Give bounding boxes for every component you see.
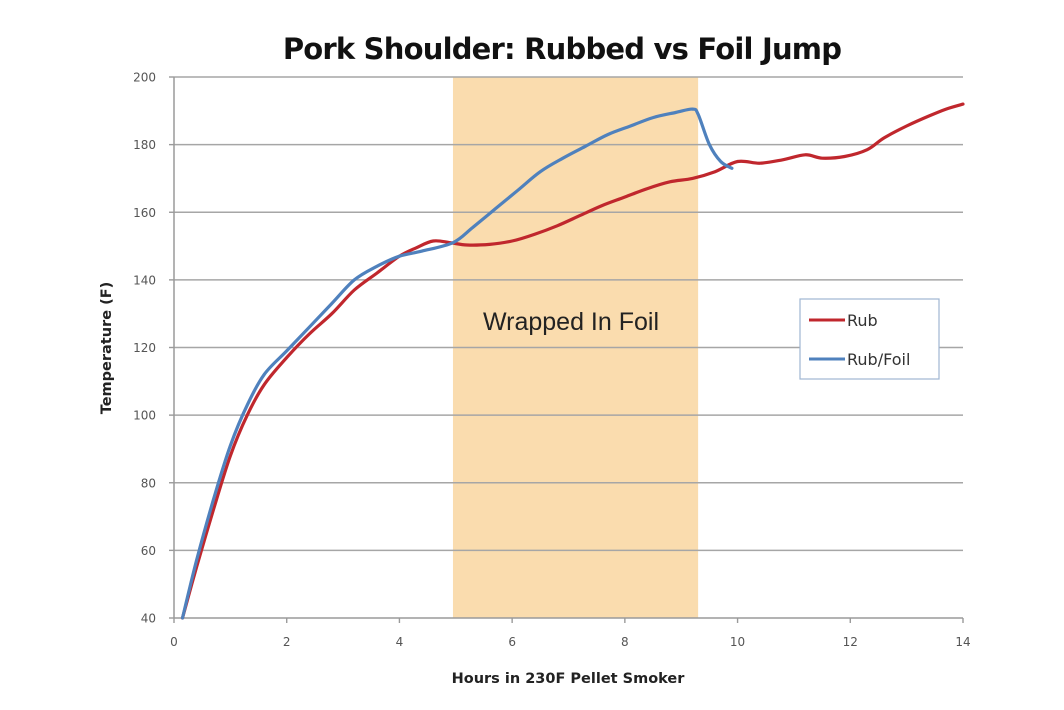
chart-title: Pork Shoulder: Rubbed vs Foil Jump	[283, 32, 841, 66]
x-tick-label: 0	[170, 635, 178, 649]
x-tick-label: 12	[843, 635, 858, 649]
y-tick-label: 200	[133, 71, 156, 85]
y-tick-labels: 40 60 80 100 120 140 160 180 200	[133, 71, 174, 626]
series-line-rub-foil	[180, 107, 734, 620]
series-line-rub	[180, 102, 965, 620]
y-axis-label: Temperature (F)	[99, 282, 115, 415]
legend-label-rub-foil: Rub/Foil	[847, 350, 910, 369]
x-tick-label: 4	[396, 635, 404, 649]
series-lines	[180, 102, 965, 620]
x-tick-label: 10	[730, 635, 745, 649]
wrapped-in-foil-annotation: Wrapped In Foil	[483, 308, 659, 336]
legend: Rub Rub/Foil	[799, 298, 940, 380]
x-tick-label: 8	[621, 635, 629, 649]
x-tick-labels: 0 2 4 6 8 10 12 14	[170, 618, 971, 649]
y-tick-label: 120	[133, 341, 156, 355]
y-tick-label: 40	[141, 612, 156, 626]
y-tick-label: 80	[141, 476, 156, 490]
y-tick-label: 100	[133, 409, 156, 423]
x-tick-label: 14	[955, 635, 970, 649]
gridlines	[174, 76, 963, 552]
y-tick-label: 60	[141, 544, 156, 558]
y-tick-label: 180	[133, 138, 156, 152]
legend-label-rub: Rub	[847, 311, 878, 330]
y-tick-label: 160	[133, 206, 156, 220]
x-tick-label: 2	[283, 635, 291, 649]
x-axis-label: Hours in 230F Pellet Smoker	[452, 671, 686, 687]
legend-box	[799, 298, 940, 380]
y-tick-label: 140	[133, 273, 156, 287]
x-tick-label: 6	[508, 635, 516, 649]
